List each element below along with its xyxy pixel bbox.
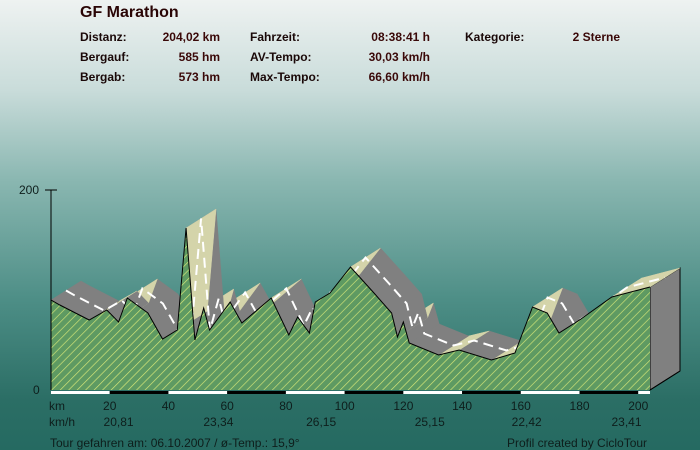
tour-title: GF Marathon [80,4,179,21]
distance-scale-segment [520,391,580,394]
x-tick-label: 60 [220,399,234,413]
climb-label: Bergauf: [80,50,130,64]
distance-scale-segment [462,391,521,394]
max-speed-value: 66,60 km/h [368,70,430,84]
elevation-area [51,228,650,390]
segment-speed-label: 23,34 [203,415,234,429]
segment-speed-label: 26,15 [306,415,337,429]
category-label: Kategorie: [465,30,525,44]
x-tick-label: 20 [103,399,117,413]
ride-time-label: Fahrzeit: [250,30,301,44]
descent-label: Bergab: [80,70,126,84]
base-edge [649,370,681,391]
segment-speed-label: 20,81 [103,415,134,429]
category-value: 2 Sterne [572,30,620,44]
distance-scale-segment [109,391,169,394]
profile-end-wall [649,267,681,391]
distance-scale-segment [579,391,639,394]
x-unit-label: km [49,399,65,413]
distance-scale-segment [403,391,463,394]
distance-label: Distanz: [80,30,127,44]
speed-unit-label: km/h [49,415,76,429]
x-tick-label: 160 [510,399,531,413]
climb-value: 585 hm [178,50,220,64]
x-tick-label: 180 [569,399,590,413]
segment-speed-label: 22,42 [511,415,542,429]
avg-speed-label: AV-Tempo: [250,50,312,64]
y-tick-label: 200 [19,183,40,197]
tour-date-temp: Tour gefahren am: 06.10.2007 / ø-Temp.: … [50,436,300,450]
distance-value: 204,02 km [162,30,220,44]
distance-scale-segment [344,391,404,394]
segment-speed-label: 23,41 [611,415,642,429]
axes [45,189,681,394]
x-tick-label: 80 [279,399,293,413]
max-speed-label: Max-Tempo: [250,70,320,84]
x-tick-label: 40 [161,399,176,413]
profile-front [50,227,651,390]
avg-speed-value: 30,03 km/h [368,50,430,64]
x-tick-label: 100 [334,399,355,413]
distance-scale-segment [227,391,286,394]
distance-scale-segment [285,391,345,394]
y-tick-label: 0 [33,383,40,397]
x-tick-label: 120 [393,399,414,413]
ride-time-value: 08:38:41 h [371,30,430,44]
distance-scale-segment [168,391,228,394]
segment-speed-label: 25,15 [414,415,445,429]
elevation-line [50,227,651,361]
descent-value: 573 hm [178,70,220,84]
profile-credit: Profil created by CicloTour [507,436,648,450]
x-tick-label: 140 [452,399,473,413]
distance-scale-segment [51,391,110,394]
distance-scale-segment [638,391,650,394]
x-tick-label: 200 [628,399,649,413]
